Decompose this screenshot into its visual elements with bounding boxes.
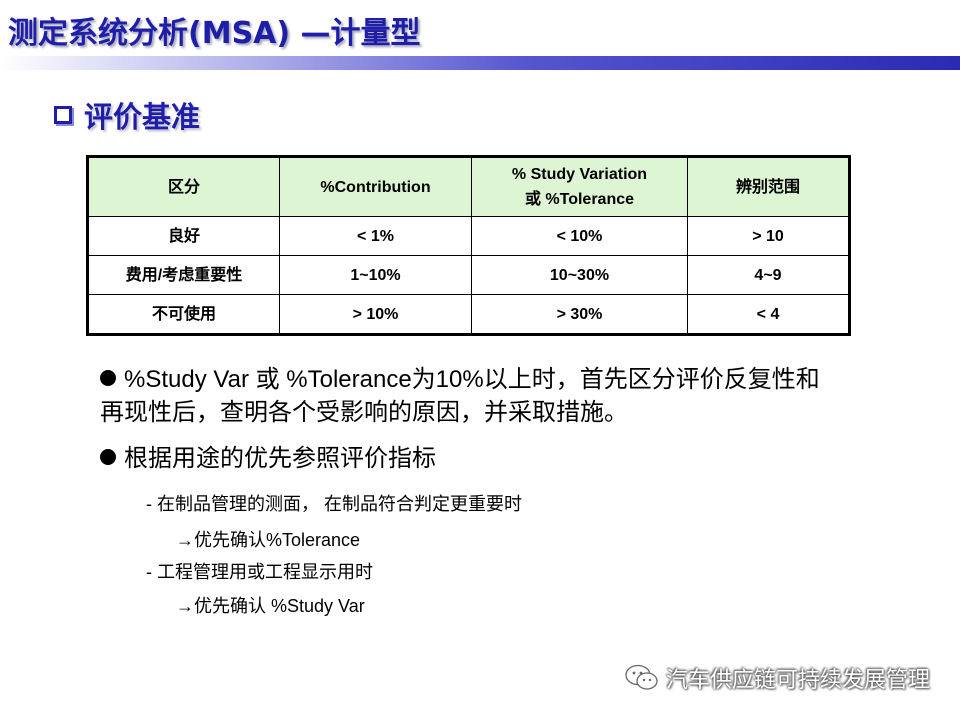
bullet-2-text: 根据用途的优先参照评价指标 — [124, 445, 436, 472]
header-category: 区分 — [87, 156, 280, 217]
bullet-1: %Study Var 或 %Tolerance为10%以上时，首先区分评价反复性… — [100, 363, 820, 429]
table-cell: < 4 — [687, 294, 850, 335]
page-title: 测定系统分析(MSA) —计量型 — [8, 16, 421, 51]
checkbox-icon — [54, 106, 72, 124]
table-row: 费用/考虑重要性 1~10% 10~30% 4~9 — [87, 255, 850, 295]
header-study-variation-line1: % Study Variation — [511, 166, 648, 183]
sub-item-1: - 在制品管理的测面， 在制品符合判定更重要时 — [146, 494, 522, 514]
header-ndc: 辨别范围 — [687, 156, 850, 217]
table-cell: 10~30% — [471, 255, 688, 295]
table-row: 不可使用 > 10% > 30% < 4 — [87, 294, 850, 335]
bullet-1-line2: 再现性后，查明各个受影响的原因，并采取措施。 — [100, 399, 628, 426]
table-cell: > 10 — [687, 216, 850, 256]
bullet-1-line1: %Study Var 或 %Tolerance为10%以上时，首先区分评价反复性… — [124, 366, 820, 393]
section-heading: 评价基准 — [54, 94, 200, 136]
bullet-2: 根据用途的优先参照评价指标 — [100, 442, 436, 475]
table-cell: 不可使用 — [87, 294, 280, 335]
section-title: 评价基准 — [84, 100, 201, 134]
bullet-dot-icon — [100, 449, 116, 465]
wechat-icon — [625, 664, 658, 690]
criteria-table: 区分 %Contribution % Study Variation 或 %To… — [86, 155, 851, 336]
header-study-variation-line2: 或 %Tolerance — [524, 191, 635, 208]
sub-item-1-arrow: →优先确认%Tolerance — [176, 530, 361, 550]
sub-item-2: - 工程管理用或工程显示用时 — [146, 562, 373, 582]
bullet-dot-icon — [100, 370, 116, 386]
table-cell: < 1% — [279, 216, 472, 256]
table-cell: < 10% — [471, 216, 688, 256]
table-cell: > 30% — [471, 294, 688, 335]
table-cell: 费用/考虑重要性 — [87, 255, 280, 295]
header-contribution: %Contribution — [279, 156, 472, 217]
table-cell: 4~9 — [687, 255, 850, 295]
title-divider — [0, 56, 960, 70]
table-cell: 1~10% — [279, 255, 472, 295]
sub-item-2-arrow: →优先确认 %Study Var — [176, 596, 365, 616]
header-study-variation: % Study Variation 或 %Tolerance — [471, 156, 688, 217]
table-cell: 良好 — [87, 216, 280, 256]
watermark-text: 汽车供应链可持续发展管理 — [665, 668, 930, 693]
table-cell: > 10% — [279, 294, 472, 335]
table-row: 良好 < 1% < 10% > 10 — [87, 216, 850, 256]
table-header-row: 区分 %Contribution % Study Variation 或 %To… — [87, 156, 850, 217]
watermark: 汽车供应链可持续发展管理 — [624, 662, 930, 694]
